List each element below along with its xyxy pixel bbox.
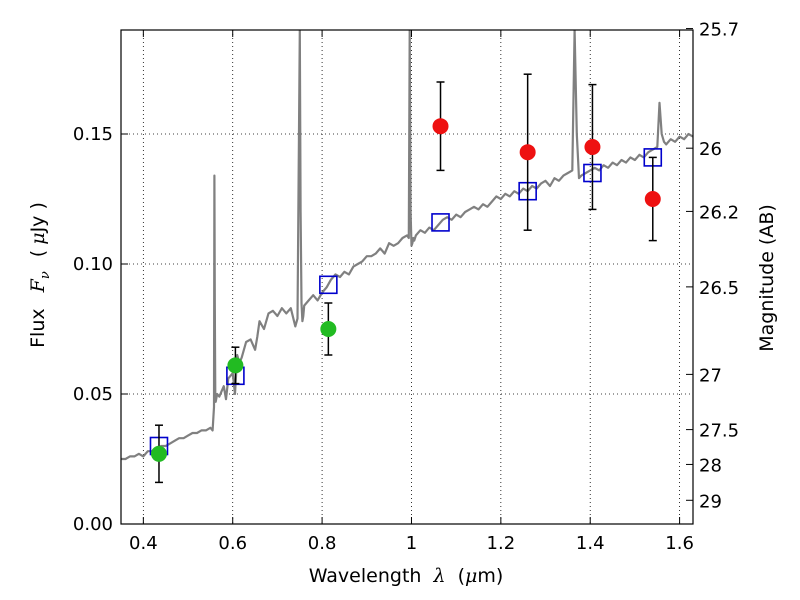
y-axis-title-text: Flux [27,308,49,348]
y2-tick-label: 26 [699,139,722,160]
y2-axis-title: Magnitude (AB) [756,204,778,352]
nir-detections-marker [644,191,661,207]
x-tick-label: 1.2 [487,533,516,554]
plot-content [121,30,693,484]
x-axis-title-unit-open: ( [458,565,465,587]
plot-frame [120,29,694,525]
plot-area [121,30,693,524]
x-tick-label: 0.6 [218,533,247,554]
x-axis-title-unit-symbol: μ [465,565,477,587]
x-tick-label: 0.4 [129,533,158,554]
x-tick-label: 1.4 [576,533,605,554]
spectrum-line [121,30,693,461]
optical-detections-marker [150,445,167,462]
y2-tick-label: 27 [699,365,722,386]
y-tick-label: 0.15 [73,124,113,145]
x-tick-label: 1 [406,533,417,554]
y-axis-title-unit-open: ( [27,250,49,257]
nir-detections-marker [519,144,536,161]
y2-tick-label: 26.5 [699,278,739,299]
y2-tick-label: 29 [699,491,722,512]
nir-detections-marker [432,118,449,135]
x-axis-title-symbol: λ [432,565,445,587]
model-square-marker [319,275,338,295]
x-tick-label: 0.8 [308,533,337,554]
y2-tick-label: 25.7 [699,20,739,41]
y-tick-label: 0.05 [73,384,113,405]
y-tick-label: 0.00 [73,514,113,535]
y-tick-label: 0.10 [73,254,113,275]
y2-tick-label: 28 [699,455,722,476]
y-axis-title: Flux Fν ( μJy ) [27,202,54,348]
tick-labels: 0.4 0.6 0.8 1 1.2 1.4 1.6 0.00 0.05 0.10 0.15 25.7 2… [73,20,739,554]
x-axis-title-text: Wavelength [309,565,422,587]
y-axis-title-symbol: F [27,278,49,293]
optical-detections-marker [227,357,244,374]
optical-detections-marker [320,321,337,337]
y-axis-title-unit-symbol: μ [27,232,49,244]
y-axis-title-subscript: ν [38,271,53,279]
x-axis-title-unit-rest: m) [477,565,503,587]
ticks [121,28,693,525]
x-tick-label: 1.6 [665,533,694,554]
y2-tick-label: 27.5 [699,421,739,442]
nir-detections-marker [584,139,601,155]
y-axis-title-unit-rest: Jy ) [27,202,49,233]
x-axis-title: Wavelength λ (μm) [309,565,504,587]
model-square-marker [431,213,450,232]
y2-tick-label: 26.2 [699,202,739,223]
